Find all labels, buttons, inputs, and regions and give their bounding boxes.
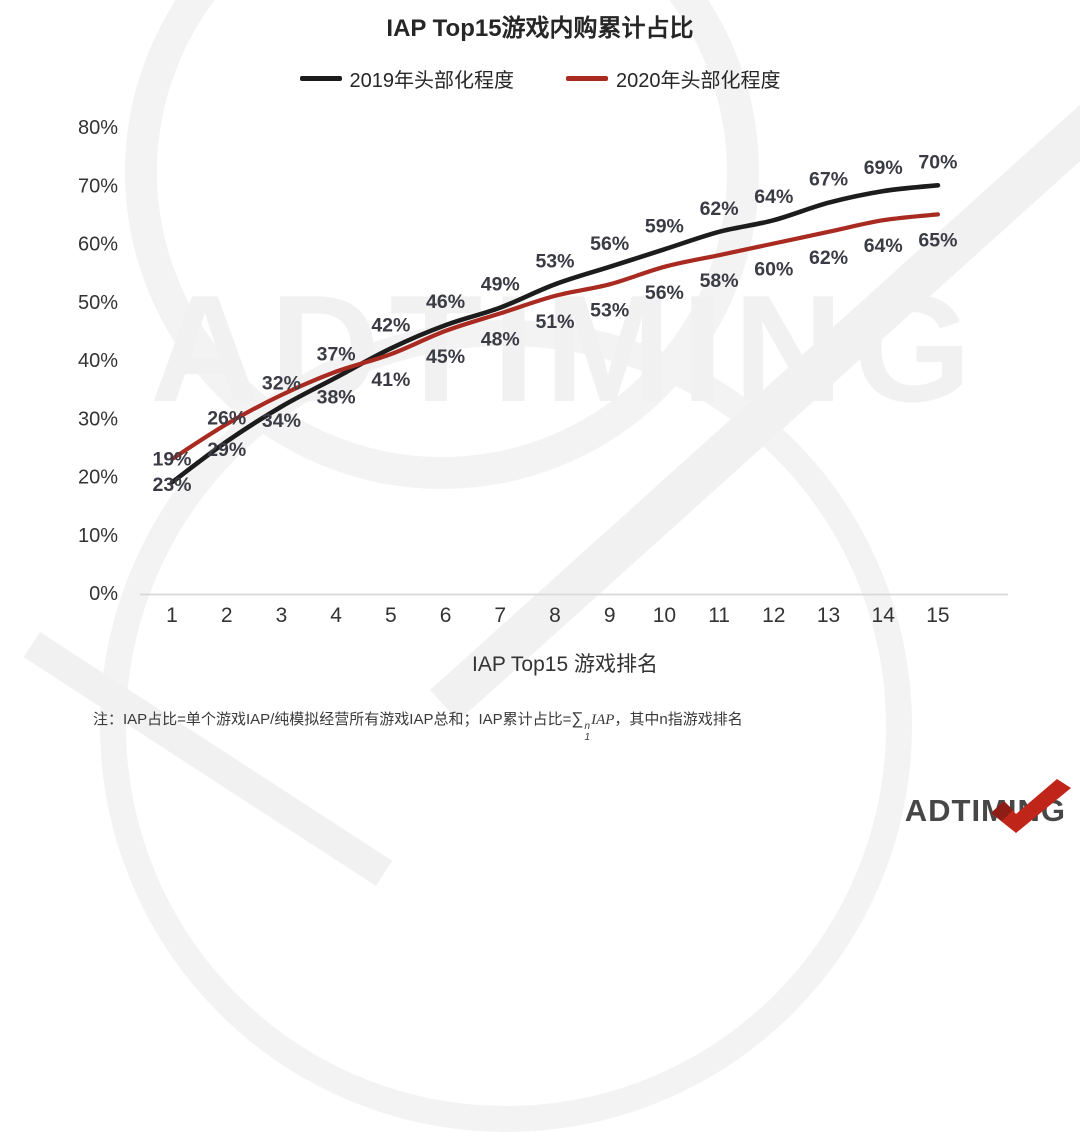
chart-title: IAP Top15游戏内购累计占比 (386, 15, 694, 42)
data-label-2019: 69% (864, 157, 903, 179)
x-tick-label: 1 (166, 604, 178, 627)
legend-item-2019: 2019年头部化程度 (299, 64, 515, 93)
y-tick-label: 20% (78, 467, 118, 489)
data-label-2020: 34% (262, 410, 301, 432)
data-label-2020: 64% (864, 235, 903, 257)
footnote-suffix: ，其中n指游戏排名 (614, 711, 743, 728)
y-tick-label: 10% (78, 525, 118, 547)
data-label-2019: 19% (152, 448, 191, 470)
data-label-2020: 48% (481, 328, 520, 350)
data-label-2019: 59% (645, 215, 684, 237)
sigma-sup: n (584, 721, 591, 732)
sigma-sub: 1 (584, 731, 591, 743)
chart-legend: 2019年头部化程度 2020年头部化程度 (0, 64, 1080, 93)
data-label-2019: 42% (371, 314, 410, 336)
data-label-2020: 56% (645, 282, 684, 304)
x-tick-label: 7 (494, 604, 506, 627)
footnote: 注：IAP占比=单个游戏IAP/纯模拟经营所有游戏IAP总和；IAP累计占比=∑… (93, 708, 743, 743)
data-label-2019: 53% (535, 250, 574, 272)
y-tick-label: 50% (78, 292, 118, 314)
data-label-2019: 37% (317, 343, 356, 365)
data-label-2020: 65% (918, 229, 957, 251)
y-tick-label: 30% (78, 408, 118, 430)
x-tick-label: 4 (330, 604, 342, 627)
x-tick-label: 13 (817, 604, 840, 627)
data-label-2020: 58% (700, 270, 739, 292)
x-tick-label: 12 (762, 604, 785, 627)
x-tick-label: 5 (385, 604, 397, 627)
y-tick-label: 40% (78, 350, 118, 372)
data-label-2019: 62% (700, 198, 739, 220)
adtiming-logo: ADTIMING (905, 779, 1071, 833)
x-tick-label: 14 (872, 604, 896, 627)
data-label-2019: 70% (918, 151, 957, 173)
data-label-2020: 53% (590, 299, 629, 321)
data-label-2019: 49% (481, 274, 520, 296)
x-axis-title: IAP Top15 游戏排名 (472, 653, 658, 676)
data-label-2019: 64% (754, 186, 793, 208)
data-label-2020: 41% (371, 369, 410, 391)
x-tick-label: 3 (276, 604, 288, 627)
x-tick-label: 10 (653, 604, 676, 627)
x-tick-label: 2 (221, 604, 233, 627)
sigma-symbol: ∑ (571, 709, 584, 728)
legend-label-2019: 2019年头部化程度 (349, 70, 515, 92)
data-label-2020: 29% (207, 439, 246, 461)
legend-dash-2019-icon (299, 76, 342, 81)
x-tick-label: 11 (708, 604, 730, 627)
legend-item-2020: 2020年头部化程度 (566, 64, 781, 93)
data-label-2019: 67% (809, 169, 848, 191)
data-label-2020: 51% (535, 311, 574, 333)
y-tick-label: 60% (78, 234, 118, 256)
data-label-2019: 32% (262, 373, 301, 395)
footnote-prefix: 注：IAP占比=单个游戏IAP/纯模拟经营所有游戏IAP总和；IAP累计占比= (93, 711, 572, 728)
data-label-2020: 38% (317, 387, 356, 409)
x-tick-label: 9 (604, 604, 616, 627)
x-tick-label: 15 (926, 604, 949, 627)
series-line-2019 (169, 183, 941, 485)
data-label-2020: 60% (754, 259, 793, 281)
data-label-2019: 46% (426, 291, 465, 313)
legend-dash-2020-icon (566, 76, 608, 81)
data-label-2019: 56% (590, 233, 629, 255)
y-tick-label: 70% (78, 175, 118, 197)
x-tick-label: 6 (440, 604, 452, 627)
x-tick-label: 8 (549, 604, 561, 627)
data-label-2020: 62% (809, 247, 848, 269)
data-label-2019: 26% (207, 408, 246, 430)
data-label-2020: 23% (152, 474, 191, 496)
y-tick-label: 0% (89, 583, 118, 605)
data-label-2020: 45% (426, 346, 465, 368)
legend-label-2020: 2020年头部化程度 (616, 70, 781, 92)
footnote-term: IAP (591, 712, 615, 728)
logo-check-icon (990, 779, 1071, 833)
y-tick-label: 80% (78, 117, 118, 139)
